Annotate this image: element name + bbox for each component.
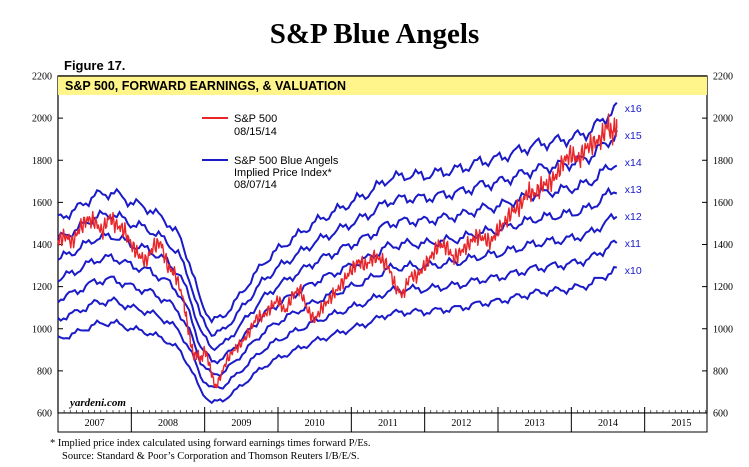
y-tick-label-right: 800 [713,366,728,377]
watermark: yardeni.com [68,397,126,409]
y-tick-label-right: 600 [713,409,728,420]
x-tick-label-2012: 2012 [451,418,471,429]
y-tick-label-right: 1000 [713,324,733,335]
plot-frame [57,75,708,414]
y-tick-label-right: 1200 [713,282,733,293]
y-tick-label-right: 1400 [713,240,733,251]
sp500-line [57,113,618,389]
multiple-label-x16: x16 [625,103,642,115]
chart: S&P 500, FORWARD EARNINGS, & VALUATION 6… [32,72,733,433]
y-tick-label-left: 600 [37,409,52,420]
x-tick-label-2009: 2009 [231,418,251,429]
page-title: S&P Blue Angels [269,18,480,50]
x-tick-label-2010: 2010 [305,418,325,429]
multiple-label-x13: x13 [625,184,642,196]
x-tick-label-2007: 2007 [85,418,105,429]
x-tick-label-2015: 2015 [671,418,691,429]
y-tick-label-right: 2200 [713,72,733,83]
blue-angel-line-x15 [57,129,618,337]
blue-angel-line-x16 [57,102,618,325]
chart-title-box [58,76,707,95]
y-tick-label-left: 2000 [32,114,52,125]
blue-angel-line-x11 [57,239,618,390]
x-tick-label-2013: 2013 [525,418,545,429]
y-tick-label-left: 1400 [32,240,52,251]
y-tick-label-left: 1200 [32,282,52,293]
legend-angels-label: S&P 500 Blue Angels [234,155,339,167]
y-tick-label-left: 2200 [32,72,52,83]
footnote-method: * Implied price index calculated using f… [50,438,371,449]
footnote-source: Source: Standard & Poor’s Corporation an… [62,451,360,462]
blue-angel-line-x13 [57,186,618,365]
multiple-label-x11: x11 [625,238,641,250]
x-tick-label-2008: 2008 [158,418,178,429]
blue-angel-line-x12 [57,212,618,378]
legend-sp500-label: S&P 500 [234,113,277,125]
multiple-label-x15: x15 [625,130,642,142]
blue-angel-line-x14 [57,163,618,352]
legend-angels-label2: Implied Price Index* [234,167,333,179]
x-tick-label-2011: 2011 [378,418,398,429]
y-tick-label-left: 800 [37,366,52,377]
multiple-label-x10: x10 [625,265,642,277]
legend-angels-date: 08/07/14 [234,179,277,191]
y-tick-label-right: 1600 [713,198,733,209]
figure-label: Figure 17. [64,58,126,73]
chart-title: S&P 500, FORWARD EARNINGS, & VALUATION [65,79,346,93]
y-tick-label-right: 2000 [713,114,733,125]
y-tick-label-left: 1800 [32,156,52,167]
y-tick-label-right: 1800 [713,156,733,167]
blue-angel-line-x10 [57,266,617,405]
multiple-label-x12: x12 [625,211,642,223]
x-tick-label-2014: 2014 [598,418,618,429]
multiple-label-x14: x14 [625,157,642,169]
legend-sp500-date: 08/15/14 [234,126,277,138]
y-tick-label-left: 1000 [32,324,52,335]
y-tick-label-left: 1600 [32,198,52,209]
